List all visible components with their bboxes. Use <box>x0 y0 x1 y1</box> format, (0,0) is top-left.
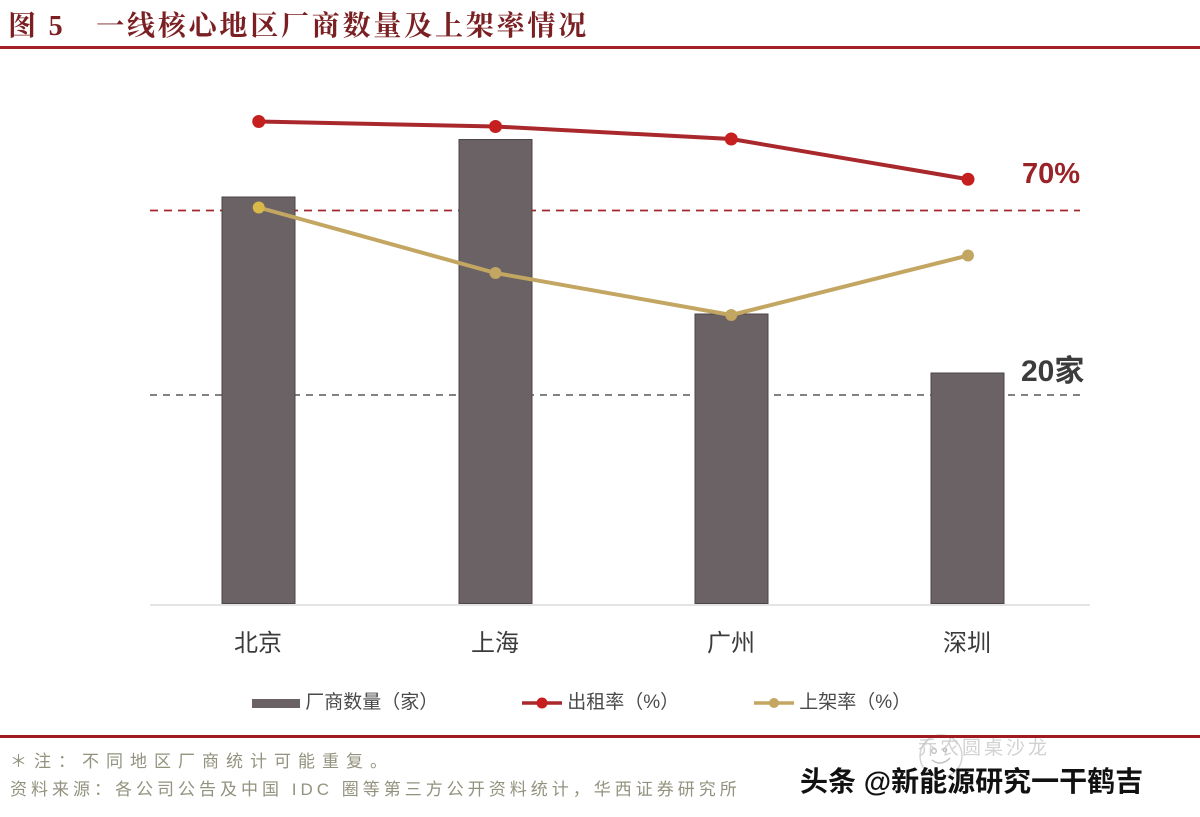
svg-text:20家: 20家 <box>1021 355 1084 388</box>
svg-text:70%: 70% <box>1022 158 1080 190</box>
